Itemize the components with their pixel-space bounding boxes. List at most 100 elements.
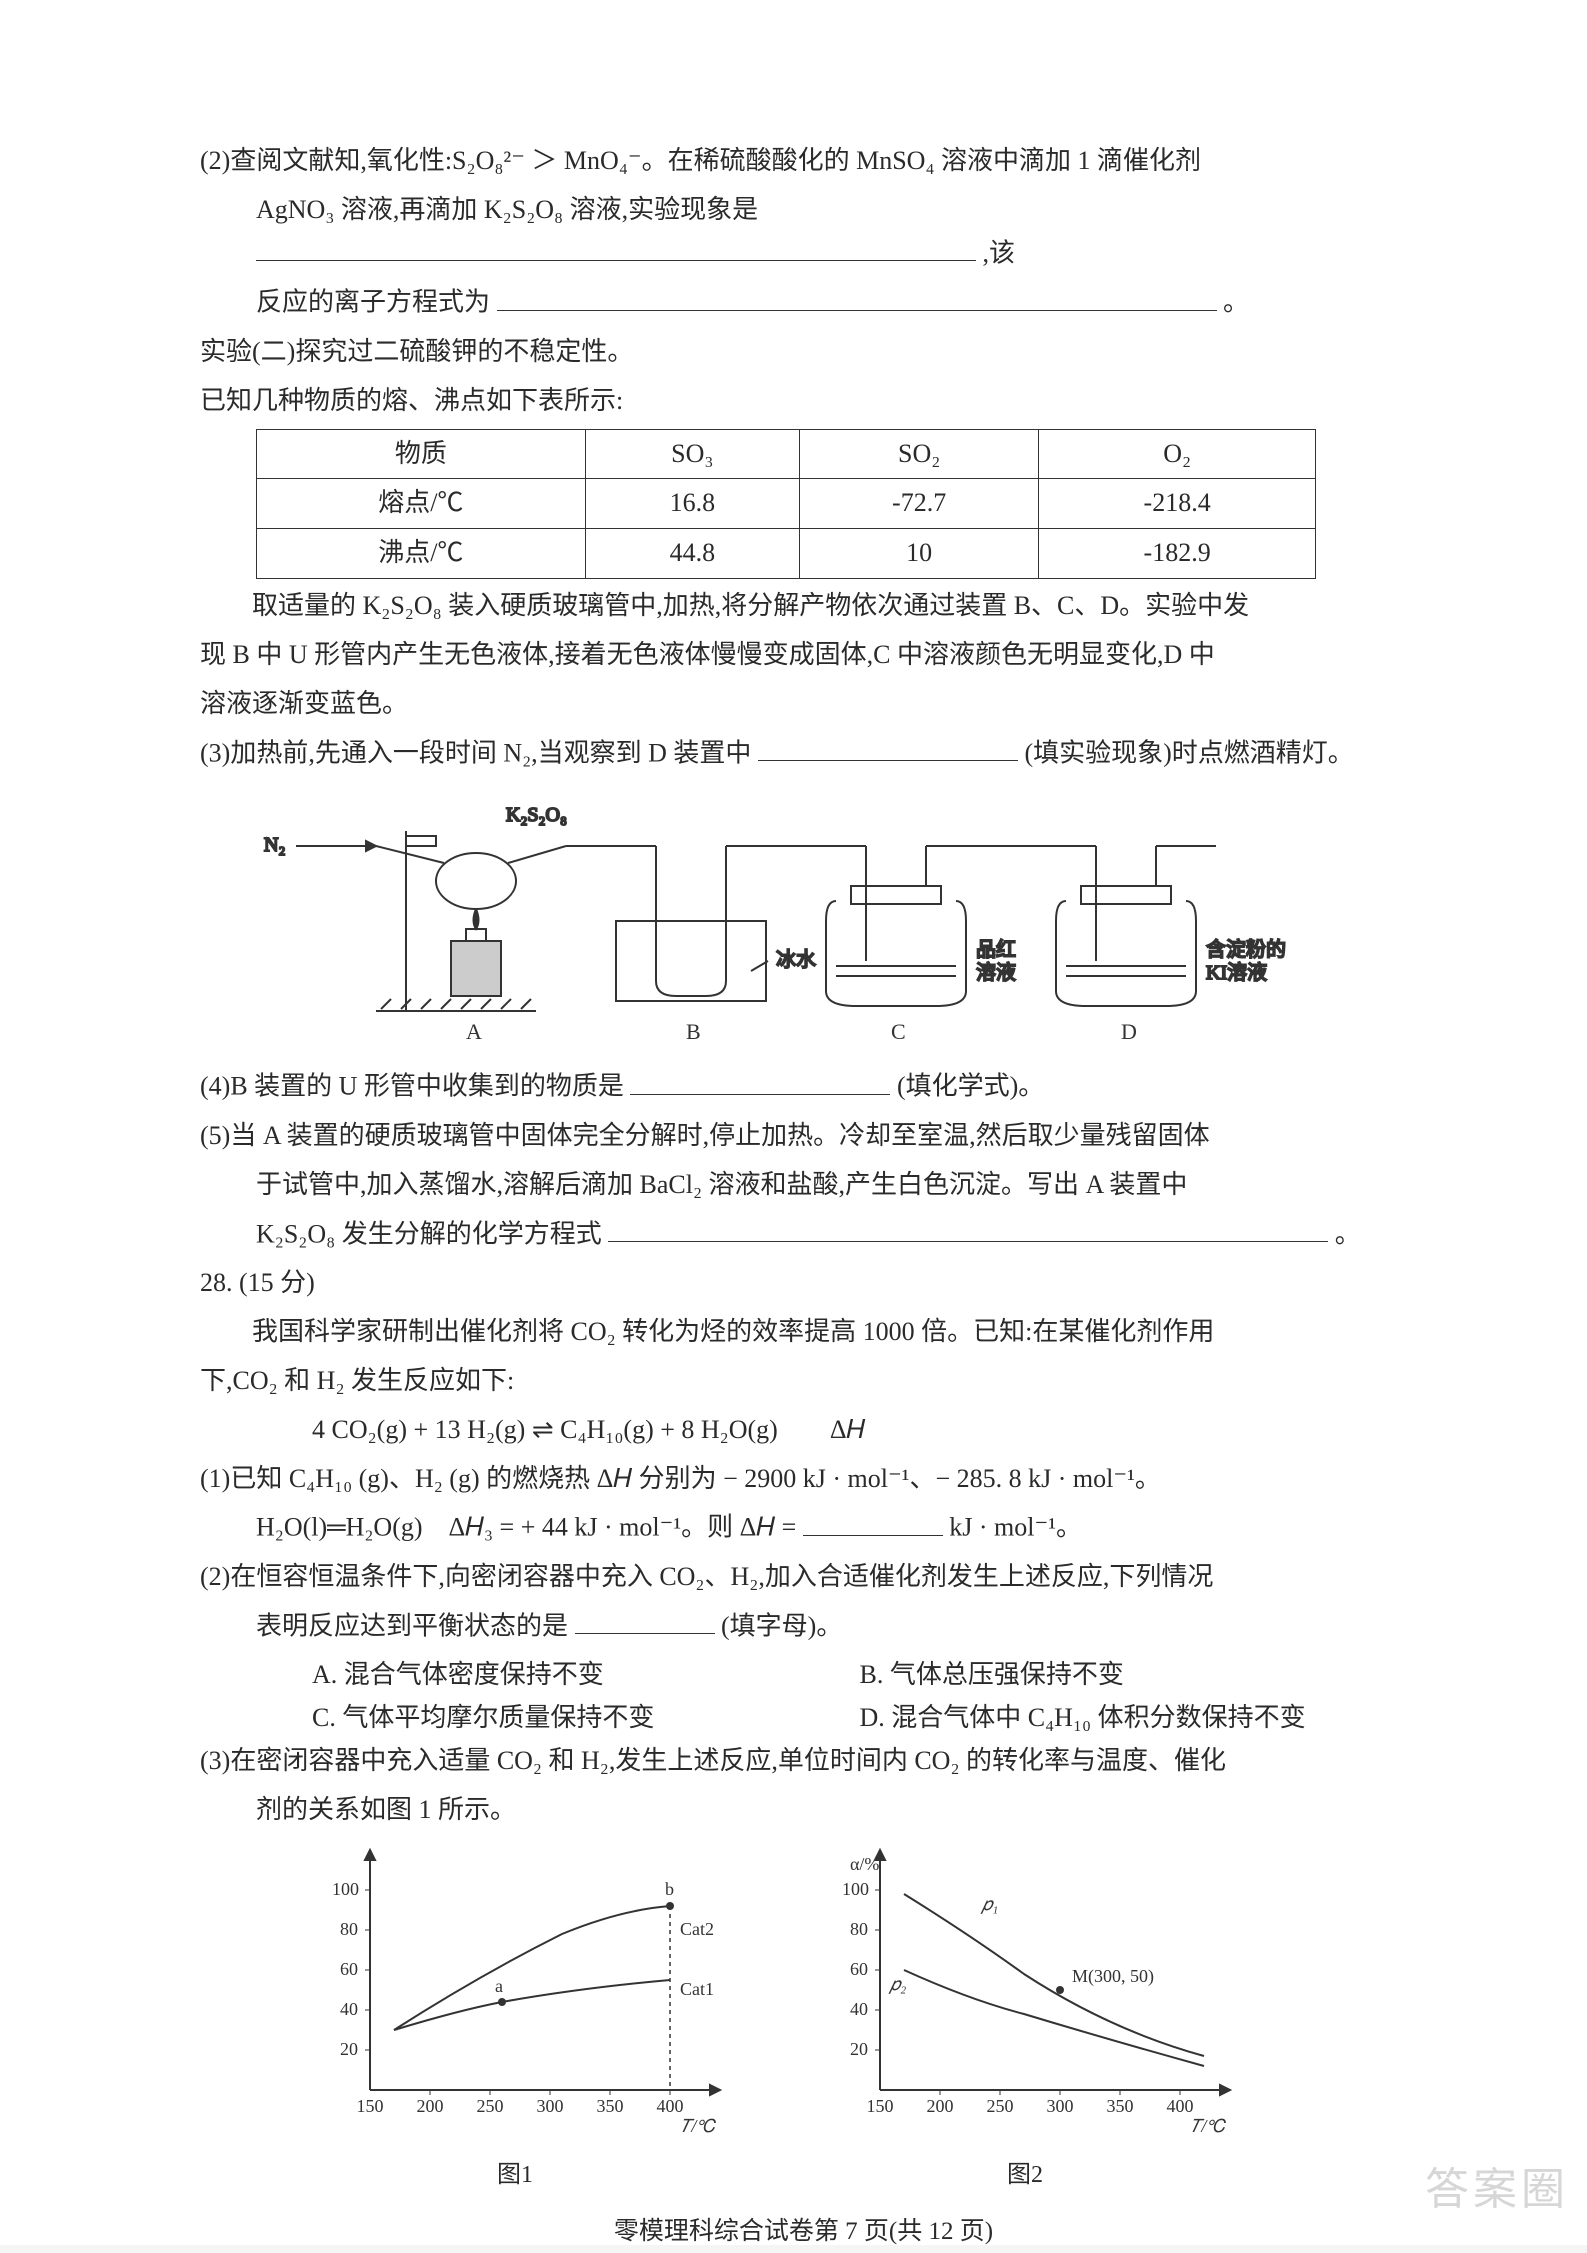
exp2-title: 实验(二)探究过二硫酸钾的不稳定性。: [200, 331, 1407, 374]
q28-2-l1: (2)在恒容恒温条件下,向密闭容器中充入 CO₂、H₂,加入合适催化剂发生上述反…: [200, 1556, 1407, 1599]
cell: -72.7: [800, 479, 1039, 529]
q28-intro1: 我国科学家研制出催化剂将 CO₂ 转化为烃的效率提高 1000 倍。已知:在某催…: [200, 1311, 1407, 1354]
q28-1-l1: (1)已知 C₄H₁₀ (g)、H₂ (g) 的燃烧热 Δ𝐻 分别为 − 290…: [200, 1458, 1407, 1501]
q2-line3: 反应的离子方程式为 。: [200, 281, 1407, 324]
app-label-b: B: [686, 1019, 701, 1044]
q4: (4)B 装置的 U 形管中收集到的物质是 (填化学式)。: [200, 1065, 1407, 1108]
ytick: 80: [340, 1919, 358, 1939]
apparatus-diagram: N₂ K₂S₂O₈: [256, 791, 1316, 1051]
properties-table: 物质 SO₃ SO₂ O₂ 熔点/℃ 16.8 -72.7 -218.4 沸点/…: [256, 429, 1316, 580]
ki-label-1: 含淀粉的: [1206, 938, 1286, 961]
blank-phenomenon: [256, 232, 976, 262]
blank-d-obs: [758, 732, 1018, 762]
q28-2-l2a: 表明反应达到平衡状态的是: [256, 1611, 568, 1640]
q28-2-l2: 表明反应达到平衡状态的是 (填字母)。: [200, 1605, 1407, 1648]
chart2-caption: 图2: [810, 2156, 1240, 2196]
ytick: 60: [850, 1959, 868, 1979]
q28-1-l2b: kJ · mol⁻¹。: [949, 1513, 1082, 1542]
ytick: 20: [850, 2039, 868, 2059]
blank-q4: [630, 1065, 890, 1095]
chart1: 20 40 60 80 100 150 200 250 300 350 400 …: [300, 1840, 730, 2140]
cat2-line: [394, 1906, 670, 2030]
exam-page: (2)查阅文献知,氧化性:S₂O₈²⁻ ＞ MnO₄⁻。在稀硫酸酸化的 MnSO…: [0, 0, 1587, 2245]
q28-3-l2: 剂的关系如图 1 所示。: [200, 1789, 1407, 1832]
app-label-a: A: [466, 1019, 482, 1044]
blank-letters: [575, 1605, 715, 1635]
chart1-caption: 图1: [300, 2156, 730, 2196]
ytick: 100: [842, 1879, 869, 1899]
label-m: M(300, 50): [1072, 1966, 1154, 1987]
q28-header: 28. (15 分): [200, 1262, 1407, 1305]
xtick: 400: [1167, 2096, 1194, 2116]
red-label-1: 品红: [976, 938, 1016, 961]
ytick: 60: [340, 1959, 358, 1979]
xtick: 150: [357, 2096, 384, 2116]
red-label-2: 溶液: [976, 961, 1016, 984]
p1-line: [904, 1894, 1204, 2056]
q2-line2b: ,该: [983, 238, 1016, 267]
q28-1-l2a: H₂O(l)═H₂O(g) Δ𝐻₃ = + 44 kJ · mol⁻¹。则 Δ𝐻…: [256, 1513, 796, 1542]
ytick: 100: [332, 1879, 359, 1899]
app-label-d: D: [1121, 1019, 1137, 1044]
cell: -218.4: [1039, 479, 1316, 529]
xtick: 300: [537, 2096, 564, 2116]
xtick: 350: [597, 2096, 624, 2116]
th-0: 物质: [257, 429, 586, 479]
p1-label: 𝑝₁: [980, 1894, 998, 1914]
q3: (3)加热前,先通入一段时间 N₂,当观察到 D 装置中 (填实验现象)时点燃酒…: [200, 732, 1407, 775]
chart1-xlabel: 𝑇/℃: [680, 2116, 716, 2136]
after-table-l2: 现 B 中 U 形管内产生无色液体,接着无色液体慢慢变成固体,C 中溶液颜色无明…: [200, 634, 1407, 677]
table-row: 沸点/℃ 44.8 10 -182.9: [257, 529, 1316, 579]
chart2-wrap: 20 40 60 80 100 150 200 250 300 350 400 …: [810, 1840, 1240, 2195]
blank-ion-eq: [497, 281, 1217, 311]
point-b: [666, 1902, 674, 1910]
cell: 10: [800, 529, 1039, 579]
ytick: 20: [340, 2039, 358, 2059]
known-line: 已知几种物质的熔、沸点如下表所示:: [200, 380, 1407, 423]
chart2-xlabel: 𝑇/℃: [1190, 2116, 1226, 2136]
q4-b: (填化学式)。: [897, 1072, 1044, 1101]
opt-a: A. 混合气体密度保持不变: [312, 1654, 860, 1697]
cell: 沸点/℃: [257, 529, 586, 579]
cell: 44.8: [585, 529, 799, 579]
label-a: a: [495, 1976, 503, 1996]
page-footer: 零模理科综合试卷第 7 页(共 12 页): [200, 2211, 1407, 2252]
after-table-l3: 溶液逐渐变蓝色。: [200, 683, 1407, 726]
q28-intro2: 下,CO₂ 和 H₂ 发生反应如下:: [200, 1360, 1407, 1403]
opt-c: C. 气体平均摩尔质量保持不变: [312, 1697, 860, 1740]
chart1-wrap: 20 40 60 80 100 150 200 250 300 350 400 …: [300, 1840, 730, 2195]
th-2: SO₂: [800, 429, 1039, 479]
q3-b: (填实验现象)时点燃酒精灯。: [1024, 738, 1353, 767]
cell: -182.9: [1039, 529, 1316, 579]
xtick: 300: [1047, 2096, 1074, 2116]
watermark: 答案圈: [1425, 2154, 1569, 2227]
q28-1-l2: H₂O(l)═H₂O(g) Δ𝐻₃ = + 44 kJ · mol⁻¹。则 Δ𝐻…: [200, 1506, 1407, 1549]
xtick: 200: [417, 2096, 444, 2116]
th-1: SO₃: [585, 429, 799, 479]
table-header-row: 物质 SO₃ SO₂ O₂: [257, 429, 1316, 479]
xtick: 350: [1107, 2096, 1134, 2116]
q28-2-options: A. 混合气体密度保持不变 B. 气体总压强保持不变 C. 气体平均摩尔质量保持…: [200, 1654, 1407, 1740]
after-table-l1: 取适量的 K₂S₂O₈ 装入硬质玻璃管中,加热,将分解产物依次通过装置 B、C、…: [200, 585, 1407, 628]
n2-label: N₂: [264, 834, 285, 856]
xtick: 200: [927, 2096, 954, 2116]
ytick: 40: [340, 1999, 358, 2019]
q28-eq: 4 CO₂(g) + 13 H₂(g) ⇌ C₄H₁₀(g) + 8 H₂O(g…: [200, 1409, 1407, 1452]
q2-line3b: 。: [1223, 288, 1249, 317]
q5-l3a: K₂S₂O₈ 发生分解的化学方程式: [256, 1219, 602, 1248]
p2-line: [904, 1970, 1204, 2066]
q3-a: (3)加热前,先通入一段时间 N₂,当观察到 D 装置中: [200, 738, 751, 767]
ks-label: K₂S₂O₈: [506, 804, 567, 826]
chart2: 20 40 60 80 100 150 200 250 300 350 400 …: [810, 1840, 1240, 2140]
point-m: [1056, 1986, 1064, 1994]
q2-line3a: 反应的离子方程式为: [256, 288, 490, 317]
blank-dH: [803, 1506, 943, 1536]
q28-2-l2b: (填字母)。: [721, 1611, 842, 1640]
ki-label-2: KI溶液: [1206, 961, 1267, 984]
cell: 熔点/℃: [257, 479, 586, 529]
opt-b: B. 气体总压强保持不变: [860, 1654, 1408, 1697]
cat1-label: Cat1: [680, 1979, 714, 1999]
xtick: 150: [867, 2096, 894, 2116]
point-a: [498, 1998, 506, 2006]
app-label-c: C: [891, 1019, 906, 1044]
